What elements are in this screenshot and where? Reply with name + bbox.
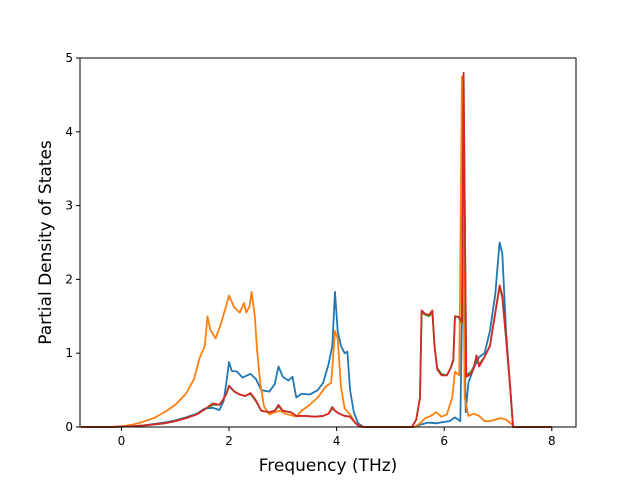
- x-axis: 0 2 4 6 8: [118, 427, 556, 448]
- plot-frame: [79, 57, 577, 428]
- series-line-1: [81, 75, 552, 428]
- x-tick-label: 2: [225, 434, 233, 448]
- y-tick-label: 3: [65, 199, 73, 213]
- series-line-3: [81, 71, 552, 428]
- x-tick-label: 0: [118, 434, 126, 448]
- y-tick-label: 5: [65, 51, 73, 65]
- y-axis-title: Partial Density of States: [36, 140, 56, 345]
- y-tick-label: 2: [65, 272, 73, 286]
- y-axis: 0 1 2 3 4 5: [65, 51, 80, 434]
- x-axis-title: Frequency (THz): [259, 456, 398, 476]
- plot-lines: [81, 71, 552, 428]
- x-tick-label: 8: [548, 434, 556, 448]
- y-tick-label: 0: [65, 420, 73, 434]
- y-tick-label: 4: [65, 125, 73, 139]
- x-tick-label: 6: [440, 434, 448, 448]
- x-tick-label: 4: [333, 434, 341, 448]
- y-tick-label: 1: [65, 346, 73, 360]
